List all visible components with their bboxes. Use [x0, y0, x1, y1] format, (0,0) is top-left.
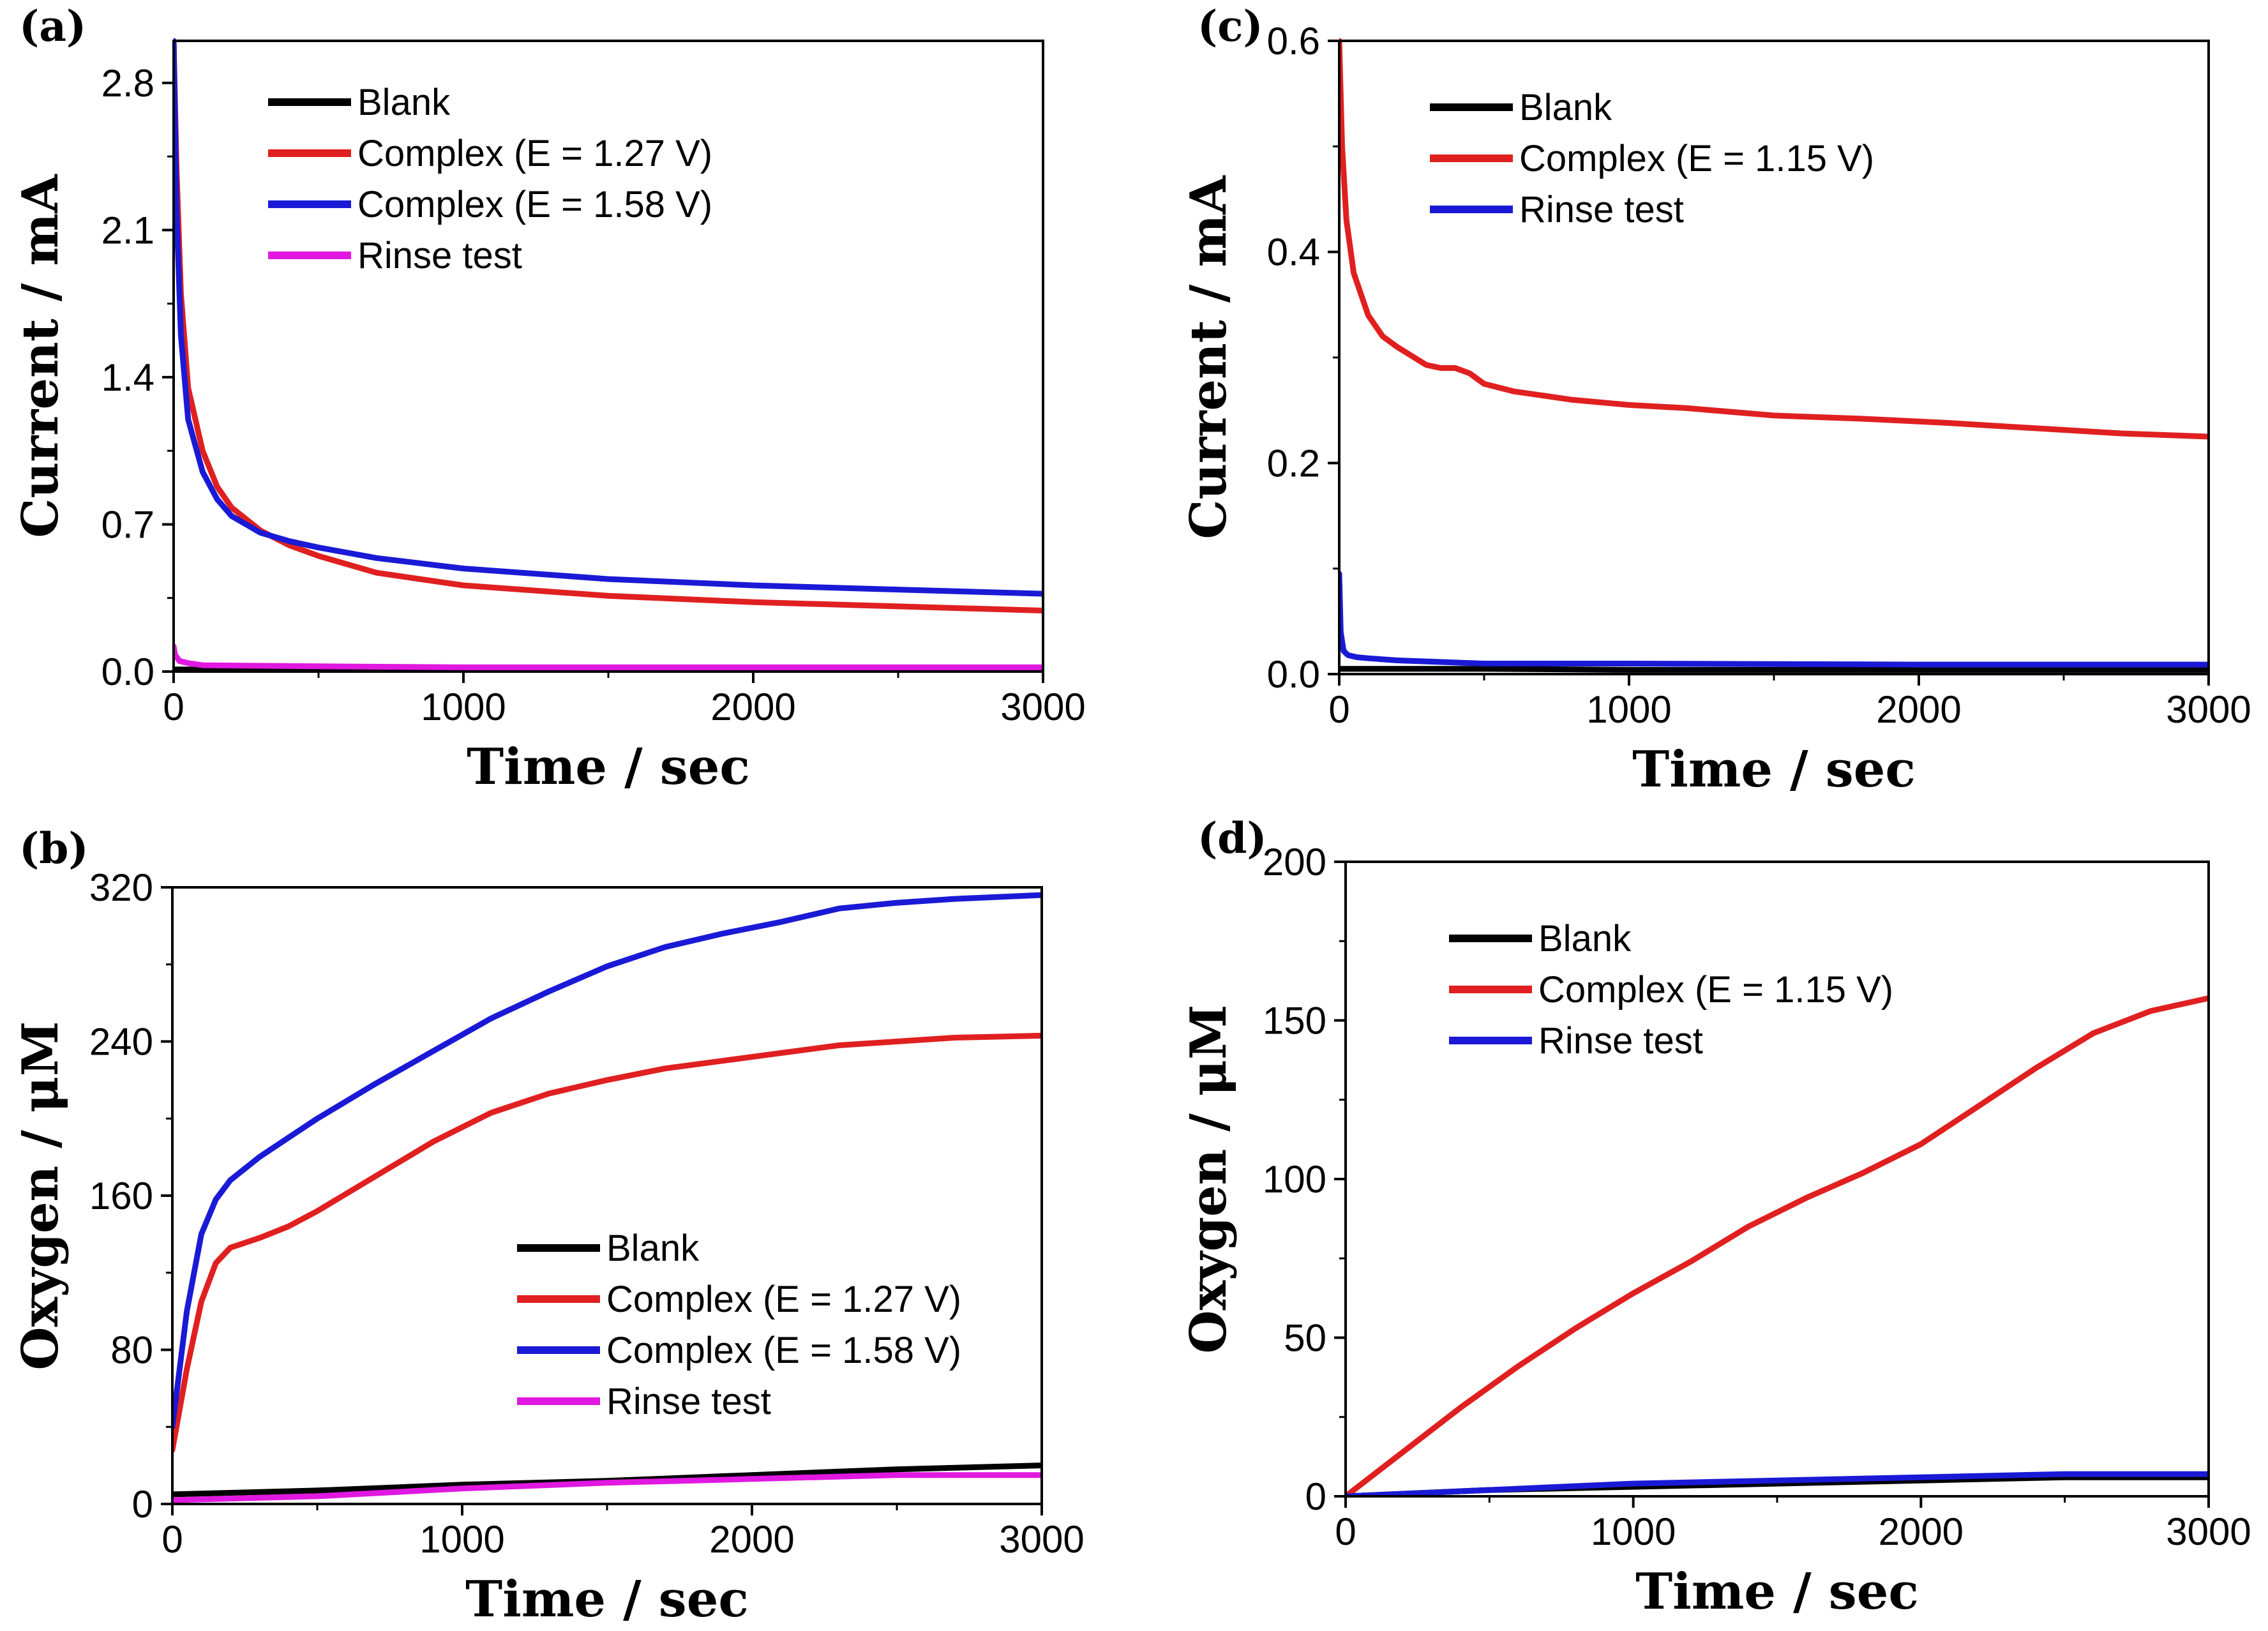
series-line — [172, 1472, 1042, 1503]
x-axis-title: Time / sec — [467, 738, 750, 796]
y-tick-label: 50 — [1284, 1317, 1326, 1360]
y-tick-label: 240 — [89, 1021, 153, 1064]
y-axis-title: Oxygen / μM — [1180, 1005, 1238, 1354]
y-tick-label: 0 — [132, 1483, 153, 1526]
x-tick-label: 1000 — [1591, 1510, 1676, 1553]
series-line — [172, 892, 1042, 1430]
legend-label: Blank — [357, 82, 451, 123]
x-tick-label: 2000 — [709, 1518, 794, 1561]
series-group — [1346, 995, 2209, 1496]
x-tick-label: 2000 — [1879, 1510, 1964, 1553]
x-tick-label: 0 — [163, 686, 184, 728]
chart-panel-0: (a) 0 1000 2000 3000 0.0 0.7 1.4 2.1 2.8 Time / se… — [11, 1, 1086, 796]
panel-label: (c) — [1198, 1, 1263, 51]
series-line — [174, 38, 1043, 597]
series-group — [174, 38, 1043, 672]
series-line — [1339, 666, 2209, 673]
y-tick-label: 150 — [1263, 1000, 1326, 1042]
legend-label: Rinse test — [1519, 189, 1684, 230]
y-axis-title: Oxygen / μM — [11, 1021, 70, 1371]
legend-label: Rinse test — [1538, 1020, 1703, 1062]
legend: Blank Complex (E = 1.15 V) Rinse test — [1449, 918, 1893, 1062]
legend: Blank Complex (E = 1.15 V) Rinse test — [1430, 87, 1874, 230]
panel-label: (b) — [19, 823, 89, 873]
x-axis-title: Time / sec — [465, 1570, 749, 1628]
x-tick-label: 0 — [161, 1518, 183, 1561]
y-tick-label: 2.1 — [101, 209, 154, 252]
x-tick-label: 3000 — [999, 1518, 1084, 1561]
x-axis-title: Time / sec — [1632, 740, 1916, 799]
plot-frame — [1344, 861, 2210, 1498]
legend-label: Complex (E = 1.58 V) — [357, 184, 712, 225]
legend: Blank Complex (E = 1.27 V) Complex (E = 1.… — [517, 1228, 961, 1422]
legend-label: Complex (E = 1.27 V) — [606, 1279, 961, 1320]
y-tick-label: 320 — [89, 866, 153, 909]
x-tick-label: 2000 — [1876, 688, 1961, 731]
x-tick-label: 3000 — [2166, 1510, 2251, 1553]
x-tick-label: 3000 — [1000, 686, 1085, 728]
y-tick-label: 0.4 — [1267, 231, 1320, 274]
panel-label: (a) — [19, 1, 86, 51]
plot-frame — [1338, 40, 2210, 675]
legend-label: Blank — [1538, 918, 1632, 959]
panel-label: (d) — [1198, 813, 1267, 863]
legend-label: Complex (E = 1.27 V) — [357, 133, 712, 174]
legend-label: Rinse test — [357, 235, 522, 276]
x-tick-label: 1000 — [1586, 688, 1671, 731]
y-axis-title: Current / mA — [11, 174, 70, 538]
chart-panel-3: (d) 0 1000 2000 3000 0 50 100 150 200 Time / sec Ox… — [1180, 813, 2251, 1621]
y-tick-label: 0 — [1305, 1475, 1326, 1518]
legend-label: Blank — [1519, 87, 1612, 128]
y-tick-label: 0.2 — [1267, 442, 1320, 485]
series-line — [174, 38, 1043, 613]
series-line — [1346, 995, 2209, 1496]
y-tick-label: 100 — [1263, 1158, 1326, 1201]
chart-panel-1: (b) 0 1000 2000 3000 0 80 160 240 320 Time / sec Ox… — [11, 823, 1085, 1628]
series-group — [1339, 38, 2209, 673]
y-tick-label: 0.7 — [101, 503, 154, 546]
series-line — [1346, 1471, 2209, 1496]
legend-label: Rinse test — [606, 1381, 771, 1422]
x-tick-label: 1000 — [419, 1518, 504, 1561]
x-tick-label: 0 — [1328, 688, 1349, 731]
legend-label: Complex (E = 1.58 V) — [606, 1330, 961, 1371]
y-tick-label: 80 — [110, 1329, 153, 1372]
legend-label: Complex (E = 1.15 V) — [1538, 969, 1893, 1011]
series-line — [1339, 38, 2209, 440]
y-tick-label: 0.0 — [101, 650, 154, 693]
x-tick-label: 3000 — [2166, 688, 2251, 731]
x-axis-title: Time / sec — [1635, 1563, 1919, 1621]
x-tick-label: 1000 — [421, 686, 506, 728]
y-tick-label: 0.6 — [1267, 20, 1320, 63]
y-tick-label: 160 — [89, 1175, 153, 1217]
x-tick-label: 0 — [1335, 1510, 1356, 1553]
legend: Blank Complex (E = 1.27 V) Complex (E = 1.… — [268, 82, 712, 276]
y-tick-label: 1.4 — [101, 356, 154, 399]
y-tick-label: 200 — [1263, 841, 1326, 883]
series-line — [172, 1032, 1042, 1453]
legend-label: Complex (E = 1.15 V) — [1519, 138, 1874, 179]
y-tick-label: 0.0 — [1267, 653, 1320, 696]
y-tick-label: 2.8 — [101, 62, 154, 105]
series-line — [1339, 571, 2209, 668]
series-line — [172, 1462, 1042, 1498]
series-group — [172, 892, 1042, 1503]
x-tick-label: 2000 — [710, 686, 795, 728]
chart-panel-2: (c) 0 1000 2000 3000 0.0 0.2 0.4 0.6 Time / sec Cu… — [1180, 1, 2251, 799]
series-line — [174, 643, 1043, 670]
y-axis-title: Current / mA — [1180, 175, 1238, 539]
legend-label: Blank — [606, 1228, 700, 1269]
